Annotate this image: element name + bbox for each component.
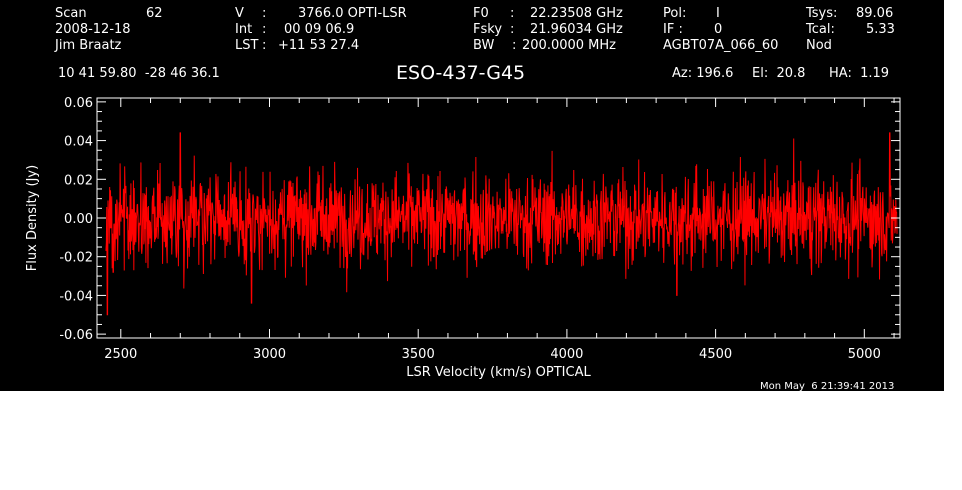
y-tick-label: 0.06 (64, 96, 93, 111)
int-value: 00 09 06.9 (284, 22, 355, 37)
y-tick-label: -0.06 (59, 328, 93, 343)
azimuth: Az: 196.6 (672, 66, 734, 81)
plot-timestamp: Mon May 6 21:39:41 2013 (760, 381, 895, 392)
if-label: IF : (663, 22, 683, 37)
source-name: ESO-437-G45 (396, 62, 526, 84)
obs-mode: Nod (806, 38, 832, 53)
lst-label: LST (235, 38, 259, 53)
y-tick-label: -0.02 (59, 251, 93, 266)
tsys-value: 89.06 (856, 6, 894, 21)
lst-value: +11 53 27.4 (278, 38, 360, 53)
fsky-colon: : (510, 22, 515, 37)
pol-label: Pol: (663, 6, 687, 21)
fsky-value: 21.96034 GHz (530, 22, 623, 37)
pol-value: I (716, 6, 720, 21)
velocity-label: V (235, 6, 244, 21)
x-tick-label: 3000 (253, 347, 286, 362)
bw-label: BW (473, 38, 495, 53)
bw-colon: : (512, 38, 517, 53)
y-tick-label: 0.04 (64, 135, 93, 150)
bw-value: 200.0000 MHz (522, 38, 616, 53)
f0-value: 22.23508 GHz (530, 6, 623, 21)
fsky-label: Fsky (473, 22, 503, 37)
hour-angle: HA: 1.19 (829, 66, 890, 81)
y-tick-label: -0.04 (59, 289, 93, 304)
scan-label: Scan (55, 6, 87, 21)
x-tick-label: 5000 (848, 347, 881, 362)
x-axis-label: LSR Velocity (km/s) OPTICAL (406, 365, 591, 380)
y-tick-label: 0.02 (64, 173, 93, 188)
obs-date: 2008-12-18 (55, 22, 131, 37)
x-tick-label: 2500 (104, 347, 137, 362)
f0-colon: : (510, 6, 515, 21)
x-tick-label: 3500 (402, 347, 435, 362)
scan-value: 62 (146, 6, 163, 21)
velocity-value: 3766.0 OPTI-LSR (298, 6, 407, 21)
x-tick-label: 4000 (550, 347, 583, 362)
int-label: Int (235, 22, 253, 37)
spectrum-trace (105, 132, 898, 316)
y-tick-label: 0.00 (64, 212, 93, 227)
spectrum-chart: 2500 3000 3500 4000 4500 5000 -0.06 -0.04 -0.02 0… (25, 96, 901, 380)
velocity-colon: : (262, 6, 267, 21)
x-tick-label: 4500 (699, 347, 732, 362)
y-axis-label: Flux Density (Jy) (25, 165, 40, 271)
f0-label: F0 (473, 6, 489, 21)
source-coordinates: 10 41 59.80 -28 46 36.1 (58, 66, 220, 81)
observer-name: Jim Braatz (55, 38, 122, 53)
tcal-label: Tcal: (806, 22, 835, 37)
lst-colon: : (262, 38, 267, 53)
project-id: AGBT07A_066_60 (663, 38, 779, 53)
int-colon: : (262, 22, 267, 37)
if-value: 0 (714, 22, 723, 37)
tsys-label: Tsys: (806, 6, 838, 21)
elevation: El: 20.8 (752, 66, 806, 81)
tcal-value: 5.33 (866, 22, 895, 37)
